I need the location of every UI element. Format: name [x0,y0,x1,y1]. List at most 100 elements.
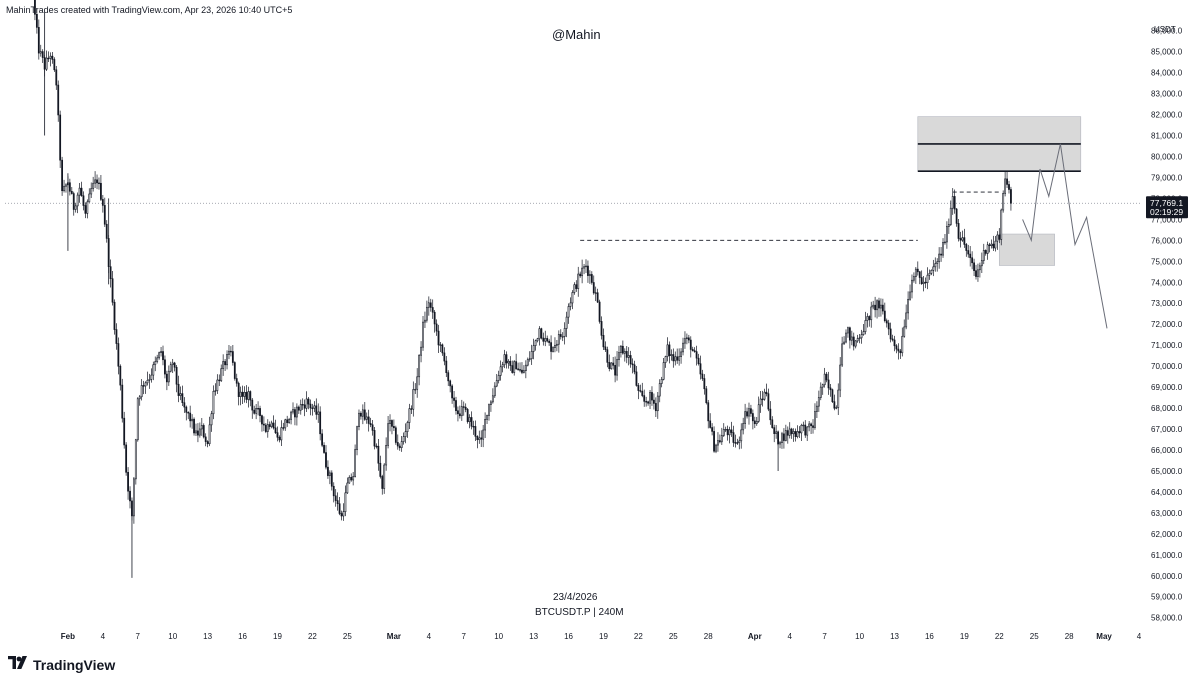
candle-body [418,354,421,378]
candle-body [839,364,842,391]
time-tick-label: May [1096,632,1112,641]
candle-body [332,485,335,497]
candle-body [414,388,417,391]
time-tick-label: 4 [1137,632,1142,641]
candle-body [783,433,785,441]
time-tick-label: 10 [168,632,177,641]
candle-body [998,234,1001,240]
candle-body [693,350,696,352]
candle-body [257,408,259,410]
projection-path [1022,143,1108,329]
symbol-interval: BTCUSDT.P | 240M [535,607,624,618]
candle-body [35,14,38,28]
price-tick-label: 68,000.0 [1151,404,1183,413]
candle-body [394,427,397,443]
candle-body [949,207,952,225]
candle-body [748,408,750,417]
candle-body [627,355,630,358]
candle-body [598,301,601,322]
candle-body [455,400,457,412]
price-tick-label: 65,000.0 [1151,467,1183,476]
candle-body [338,503,341,514]
candle-body [272,422,275,429]
candle-body [715,444,717,452]
candle-body [311,407,314,410]
demand-zone [998,233,1055,266]
author-watermark: @Mahin [552,27,601,42]
price-tick-label: 59,000.0 [1151,593,1183,602]
candle-body [210,413,213,426]
candle-body [220,368,223,382]
candle-body [984,250,987,254]
candle-body [187,411,190,414]
candle-body [197,430,199,436]
candle-body [511,365,514,373]
candle-body [451,385,454,399]
candle-body [872,304,875,308]
candle-body [647,401,649,404]
candle-body [761,398,764,401]
candle-body [750,408,752,414]
candle-body [80,187,83,197]
candle-body [266,424,269,432]
candle-body [860,334,863,339]
candle-body [74,205,77,210]
price-tick-label: 82,000.0 [1151,111,1183,120]
candle-body [887,322,890,330]
candle-body [507,360,510,364]
candle-body [676,356,679,361]
price-tick-label: 79,000.0 [1151,173,1183,182]
candle-body [123,417,126,446]
candle-body [513,361,516,373]
candle-body [346,482,349,494]
candle-body [404,431,407,437]
candle-body [264,424,267,432]
candle-body [295,406,298,418]
candle-body [136,398,139,441]
candle-body [340,513,343,517]
candle-body [94,179,96,184]
candle-body [666,344,669,357]
candle-body [460,406,463,417]
candle-body [810,423,812,427]
candle-body [317,411,320,415]
candle-body [847,327,849,334]
candle-body [600,321,603,336]
candle-body [554,344,556,348]
candle-body [453,397,455,401]
candle-body [963,237,966,245]
candle-body [385,445,388,466]
candle-body [625,351,628,358]
candle-body [63,185,65,192]
candle-body [594,292,597,294]
candle-body [501,364,504,368]
time-tick-label: 16 [925,632,934,641]
candle-body [226,354,228,366]
candle-body [323,444,325,453]
candle-body [101,199,104,206]
candle-body [1010,189,1012,204]
candle-body [146,379,149,384]
candle-body [788,428,791,436]
axis-unit-label: USDT [1154,25,1176,34]
candle-body [484,419,487,431]
candle-body [670,354,673,356]
time-tick-label: 19 [960,632,969,641]
candle-body [321,433,324,446]
candle-body [449,380,452,387]
candle-body [932,266,935,271]
candle-body [608,362,611,369]
time-tick-label: 22 [308,632,317,641]
candle-body [996,234,999,242]
candle-body [84,205,87,214]
candle-body [736,442,739,444]
candle-body [488,404,490,416]
candle-body [973,262,975,271]
candle-body [45,57,48,70]
tradingview-brand[interactable]: TradingView [8,656,115,674]
candle-body [140,385,143,398]
candle-body [202,425,205,438]
candle-body [814,411,816,428]
candle-body [717,440,719,446]
